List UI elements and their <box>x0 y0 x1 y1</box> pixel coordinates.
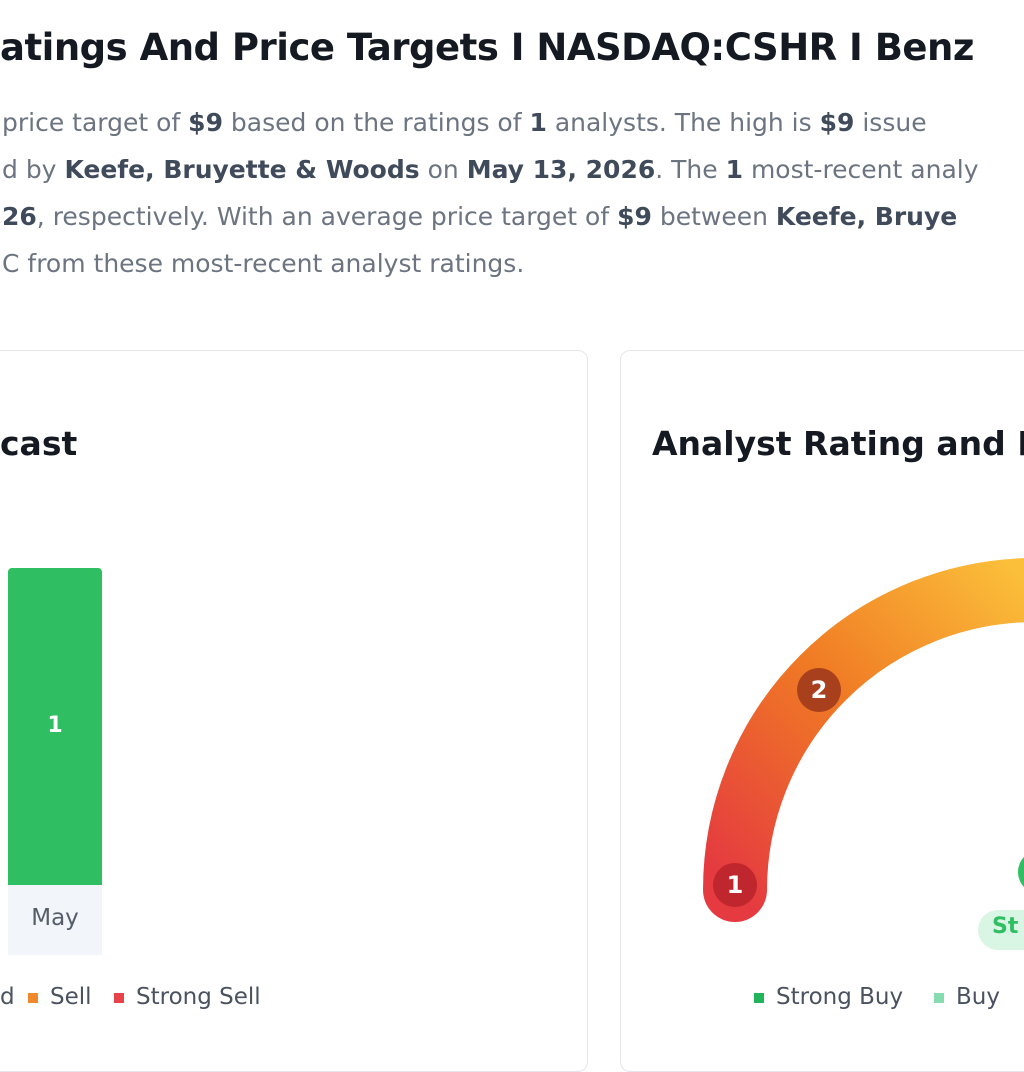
summary-text: 26 <box>2 202 37 231</box>
legend-item: Sell <box>28 984 92 1010</box>
legend-swatch <box>114 992 124 1003</box>
summary-text: C from these most-recent analyst ratings… <box>2 249 525 278</box>
summary-text: $9 <box>819 108 855 137</box>
bar <box>8 568 102 885</box>
summary-text: $9 <box>617 202 652 231</box>
gauge-marker: 1 <box>713 863 757 907</box>
summary-text: Keefe, Bruyette & Woods <box>64 155 420 184</box>
legend-label: Sell <box>50 984 92 1010</box>
legend-label: Strong Buy <box>776 984 904 1010</box>
legend-label: d <box>0 984 15 1010</box>
summary-text: price target of <box>2 108 189 137</box>
summary-text: on <box>419 155 467 184</box>
x-label-bg <box>8 885 102 955</box>
summary-line: C from these most-recent analyst ratings… <box>2 249 524 278</box>
legend-item: Strong Sell <box>114 984 261 1010</box>
legend-swatch <box>28 992 38 1003</box>
legend-item: d <box>0 984 15 1010</box>
summary-line: 26, respectively. With an average price … <box>2 202 957 231</box>
legend-swatch <box>754 992 764 1003</box>
summary-text: based on the ratings of <box>222 108 530 137</box>
legend-label: Buy <box>956 984 1000 1010</box>
page-title: atings And Price Targets I NASDAQ:CSHR I… <box>0 26 974 69</box>
summary-line: price target of $9 based on the ratings … <box>2 108 927 137</box>
summary-text: 1 <box>725 155 743 184</box>
card-title: cast <box>0 424 78 463</box>
summary-text: analysts. The high is <box>546 108 820 137</box>
legend-swatch <box>934 992 944 1003</box>
summary-text: issue <box>854 108 927 137</box>
page: atings And Price Targets I NASDAQ:CSHR I… <box>0 26 1024 1072</box>
x-tick-label: May <box>31 905 79 931</box>
summary-text: between <box>651 202 776 231</box>
summary-text: . The <box>655 155 726 184</box>
summary-text: May 13, 2026 <box>466 155 656 184</box>
summary-text: $9 <box>188 108 223 137</box>
card-title: Analyst Rating and Fo <box>652 424 1024 463</box>
legend-label: Strong Sell <box>136 984 261 1010</box>
badge: St <box>992 914 1019 939</box>
legend-item: Buy <box>934 984 1000 1010</box>
summary-line: d by Keefe, Bruyette & Woods on May 13, … <box>2 155 979 184</box>
summary-text: Keefe, Bruye <box>775 202 958 231</box>
summary-text: most-recent analy <box>743 155 979 184</box>
summary-text: 1 <box>529 108 547 137</box>
gauge-marker: 2 <box>797 668 841 712</box>
legend-item: Strong Buy <box>754 984 903 1010</box>
bar-label: 1 <box>47 712 63 738</box>
summary-text: d by <box>2 155 65 184</box>
summary-text: , respectively. With an average price ta… <box>36 202 618 231</box>
